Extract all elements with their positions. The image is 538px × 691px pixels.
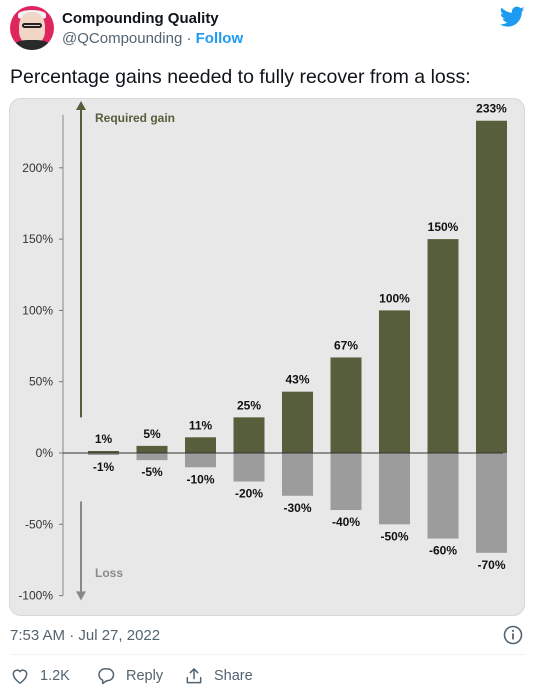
gain-bar: [136, 445, 168, 453]
annotation-required-gain: Required gain: [95, 111, 175, 125]
loss-data-label: -20%: [235, 487, 263, 501]
loss-data-label: -5%: [141, 465, 163, 479]
gain-bar: [233, 417, 265, 453]
loss-bar: [330, 453, 362, 511]
gain-data-label: 25%: [237, 398, 261, 412]
gain-bar: [330, 357, 362, 453]
y-tick-label: 150%: [22, 232, 53, 246]
reply-label: Reply: [126, 668, 164, 684]
like-button[interactable]: 1.2K: [10, 666, 70, 686]
loss-bar: [379, 453, 410, 525]
loss-bar: [427, 453, 459, 539]
gain-bar: [379, 310, 410, 453]
avatar[interactable]: [10, 6, 54, 50]
loss-data-label: -30%: [283, 501, 311, 515]
loss-bar: [185, 453, 216, 468]
author-handle[interactable]: @QCompounding: [62, 30, 183, 47]
share-label: Share: [214, 668, 253, 684]
author-handle-line: @QCompounding · Follow: [62, 30, 243, 47]
y-tick-label: -50%: [25, 517, 53, 531]
gain-data-label: 100%: [379, 291, 410, 305]
y-tick-label: 50%: [29, 375, 53, 389]
gain-bar: [476, 120, 507, 453]
loss-data-label: -1%: [93, 460, 115, 474]
gain-data-label: 5%: [143, 427, 161, 441]
loss-data-label: -50%: [380, 529, 408, 543]
loss-bar: [476, 453, 507, 553]
divider: [10, 654, 526, 655]
tweet-timestamp[interactable]: 7:53 AM · Jul 27, 2022: [10, 627, 161, 644]
follow-button[interactable]: Follow: [195, 30, 244, 47]
handle-separator: ·: [186, 30, 192, 47]
like-count: 1.2K: [40, 668, 70, 684]
gain-bar: [185, 437, 216, 453]
y-tick-label: -100%: [18, 589, 53, 603]
tweet-text: Percentage gains needed to fully recover…: [10, 66, 471, 88]
gain-data-label: 233%: [476, 102, 507, 116]
loss-bar: [88, 453, 119, 455]
avatar-face: [19, 12, 45, 44]
share-icon: [186, 668, 202, 684]
gain-data-label: 11%: [189, 418, 213, 432]
reply-button[interactable]: Reply: [96, 666, 163, 686]
gain-data-label: 67%: [334, 338, 358, 352]
loss-bar: [282, 453, 313, 496]
gain-bar: [88, 451, 119, 453]
gain-data-label: 150%: [428, 220, 459, 234]
twitter-bird-icon[interactable]: [500, 6, 525, 28]
avatar-body: [14, 40, 50, 50]
reply-icon: [98, 668, 115, 685]
loss-arrow-head: [76, 591, 86, 601]
gain-arrow-head: [76, 101, 86, 110]
loss-data-label: -40%: [332, 515, 360, 529]
avatar-glasses: [22, 23, 42, 28]
loss-bar: [136, 453, 168, 461]
loss-data-label: -10%: [186, 472, 214, 486]
info-icon[interactable]: [503, 625, 523, 645]
author-name[interactable]: Compounding Quality: [62, 10, 219, 27]
chart-svg: -100% -50% 0% 50% 100% 150% 200% Required gain L…: [18, 101, 507, 603]
gain-bar: [427, 239, 459, 453]
y-tick-label: 0%: [36, 446, 54, 460]
gain-data-label: 1%: [95, 432, 113, 446]
gain-bar: [282, 391, 313, 453]
loss-data-label: -60%: [429, 544, 457, 558]
y-tick-label: 200%: [22, 161, 53, 175]
loss-data-label: -70%: [477, 558, 505, 572]
share-button[interactable]: Share: [184, 666, 253, 686]
loss-bar: [233, 453, 265, 482]
gain-data-label: 43%: [285, 373, 309, 387]
heart-icon: [12, 669, 28, 684]
chart-image[interactable]: -100% -50% 0% 50% 100% 150% 200% Required gain L…: [9, 98, 525, 616]
annotation-loss: Loss: [95, 566, 123, 580]
y-tick-label: 100%: [22, 303, 53, 317]
